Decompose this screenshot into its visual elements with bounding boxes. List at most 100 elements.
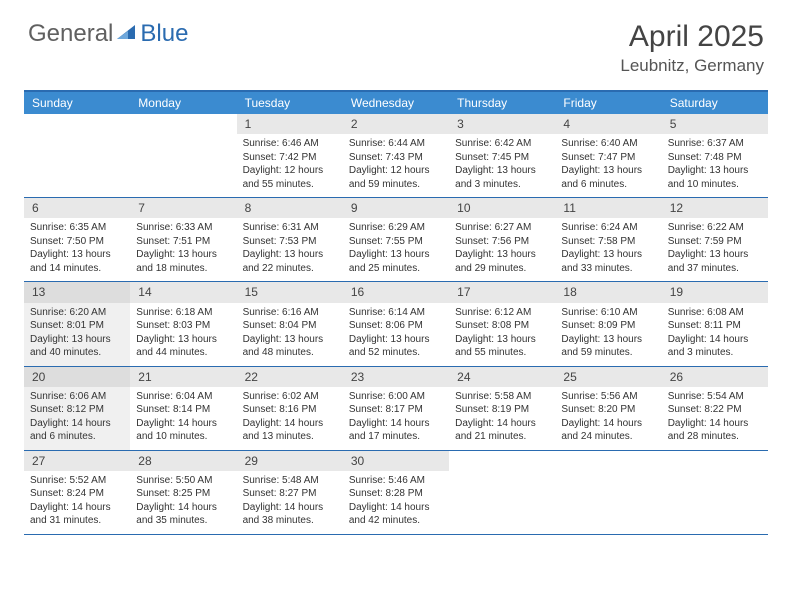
sunrise-text: Sunrise: 6:22 AM xyxy=(668,221,762,235)
weekday-header: Sunday Monday Tuesday Wednesday Thursday… xyxy=(24,92,768,114)
day-number: 9 xyxy=(343,198,449,218)
sunset-text: Sunset: 8:27 PM xyxy=(243,487,337,501)
day-cell-empty xyxy=(130,114,236,197)
sunrise-text: Sunrise: 5:48 AM xyxy=(243,474,337,488)
day-cell: 26Sunrise: 5:54 AMSunset: 8:22 PMDayligh… xyxy=(662,367,768,450)
sunrise-text: Sunrise: 6:14 AM xyxy=(349,306,443,320)
daylight-text: Daylight: 14 hours and 6 minutes. xyxy=(30,417,124,444)
sunrise-text: Sunrise: 6:04 AM xyxy=(136,390,230,404)
day-number: 4 xyxy=(555,114,661,134)
sunset-text: Sunset: 7:51 PM xyxy=(136,235,230,249)
day-number: 8 xyxy=(237,198,343,218)
day-cell: 29Sunrise: 5:48 AMSunset: 8:27 PMDayligh… xyxy=(237,451,343,534)
daylight-text: Daylight: 13 hours and 14 minutes. xyxy=(30,248,124,275)
sunrise-text: Sunrise: 6:31 AM xyxy=(243,221,337,235)
calendar: Sunday Monday Tuesday Wednesday Thursday… xyxy=(24,90,768,535)
day-cell-empty xyxy=(449,451,555,534)
day-cell: 11Sunrise: 6:24 AMSunset: 7:58 PMDayligh… xyxy=(555,198,661,281)
title-block: April 2025 Leubnitz, Germany xyxy=(620,20,764,76)
sunrise-text: Sunrise: 6:20 AM xyxy=(30,306,124,320)
weekday-label: Monday xyxy=(130,92,236,114)
sunset-text: Sunset: 8:22 PM xyxy=(668,403,762,417)
sunset-text: Sunset: 7:50 PM xyxy=(30,235,124,249)
day-number: 26 xyxy=(662,367,768,387)
sunset-text: Sunset: 8:04 PM xyxy=(243,319,337,333)
day-cell: 9 Sunrise: 6:29 AMSunset: 7:55 PMDaylight… xyxy=(343,198,449,281)
sunset-text: Sunset: 8:01 PM xyxy=(30,319,124,333)
daylight-text: Daylight: 14 hours and 21 minutes. xyxy=(455,417,549,444)
triangle-icon xyxy=(117,20,137,48)
day-number: 15 xyxy=(237,282,343,302)
daylight-text: Daylight: 13 hours and 40 minutes. xyxy=(30,333,124,360)
daylight-text: Daylight: 14 hours and 24 minutes. xyxy=(561,417,655,444)
day-cell: 7Sunrise: 6:33 AMSunset: 7:51 PMDaylight… xyxy=(130,198,236,281)
daylight-text: Daylight: 14 hours and 42 minutes. xyxy=(349,501,443,528)
day-cell: 1Sunrise: 6:46 AMSunset: 7:42 PMDaylight… xyxy=(237,114,343,197)
sunrise-text: Sunrise: 6:16 AM xyxy=(243,306,337,320)
sunset-text: Sunset: 7:55 PM xyxy=(349,235,443,249)
day-cell: 15 Sunrise: 6:16 AMSunset: 8:04 PMDayligh… xyxy=(237,282,343,365)
sunrise-text: Sunrise: 6:46 AM xyxy=(243,137,337,151)
day-cell: 6Sunrise: 6:35 AMSunset: 7:50 PMDaylight… xyxy=(24,198,130,281)
week-row: 6Sunrise: 6:35 AMSunset: 7:50 PMDaylight… xyxy=(24,198,768,282)
sunset-text: Sunset: 8:06 PM xyxy=(349,319,443,333)
day-number: 24 xyxy=(449,367,555,387)
sunrise-text: Sunrise: 6:18 AM xyxy=(136,306,230,320)
sunrise-text: Sunrise: 5:46 AM xyxy=(349,474,443,488)
sunset-text: Sunset: 8:28 PM xyxy=(349,487,443,501)
day-number: 5 xyxy=(662,114,768,134)
daylight-text: Daylight: 14 hours and 3 minutes. xyxy=(668,333,762,360)
sunset-text: Sunset: 8:16 PM xyxy=(243,403,337,417)
sunrise-text: Sunrise: 5:50 AM xyxy=(136,474,230,488)
sunset-text: Sunset: 8:09 PM xyxy=(561,319,655,333)
page-title: April 2025 xyxy=(620,20,764,54)
weekday-label: Thursday xyxy=(449,92,555,114)
day-cell-empty xyxy=(24,114,130,197)
daylight-text: Daylight: 13 hours and 37 minutes. xyxy=(668,248,762,275)
sunset-text: Sunset: 7:56 PM xyxy=(455,235,549,249)
day-cell: 27Sunrise: 5:52 AMSunset: 8:24 PMDayligh… xyxy=(24,451,130,534)
day-number: 13 xyxy=(24,282,130,302)
day-cell: 19Sunrise: 6:08 AMSunset: 8:11 PMDayligh… xyxy=(662,282,768,365)
day-number: 23 xyxy=(343,367,449,387)
sunrise-text: Sunrise: 6:10 AM xyxy=(561,306,655,320)
sunset-text: Sunset: 7:45 PM xyxy=(455,151,549,165)
sunrise-text: Sunrise: 6:27 AM xyxy=(455,221,549,235)
sunset-text: Sunset: 8:24 PM xyxy=(30,487,124,501)
sunset-text: Sunset: 7:43 PM xyxy=(349,151,443,165)
day-number: 6 xyxy=(24,198,130,218)
daylight-text: Daylight: 13 hours and 3 minutes. xyxy=(455,164,549,191)
day-cell: 12Sunrise: 6:22 AMSunset: 7:59 PMDayligh… xyxy=(662,198,768,281)
logo-text-blue: Blue xyxy=(140,20,188,48)
daylight-text: Daylight: 12 hours and 55 minutes. xyxy=(243,164,337,191)
day-number: 21 xyxy=(130,367,236,387)
sunrise-text: Sunrise: 6:08 AM xyxy=(668,306,762,320)
sunrise-text: Sunrise: 6:00 AM xyxy=(349,390,443,404)
daylight-text: Daylight: 14 hours and 35 minutes. xyxy=(136,501,230,528)
day-number: 17 xyxy=(449,282,555,302)
daylight-text: Daylight: 13 hours and 48 minutes. xyxy=(243,333,337,360)
daylight-text: Daylight: 13 hours and 29 minutes. xyxy=(455,248,549,275)
day-cell: 4Sunrise: 6:40 AMSunset: 7:47 PMDaylight… xyxy=(555,114,661,197)
sunset-text: Sunset: 8:25 PM xyxy=(136,487,230,501)
daylight-text: Daylight: 13 hours and 25 minutes. xyxy=(349,248,443,275)
sunset-text: Sunset: 8:11 PM xyxy=(668,319,762,333)
weekday-label: Tuesday xyxy=(237,92,343,114)
header: General Blue April 2025 Leubnitz, German… xyxy=(0,0,792,84)
daylight-text: Daylight: 13 hours and 44 minutes. xyxy=(136,333,230,360)
day-cell: 24Sunrise: 5:58 AMSunset: 8:19 PMDayligh… xyxy=(449,367,555,450)
day-number: 25 xyxy=(555,367,661,387)
day-cell: 14Sunrise: 6:18 AMSunset: 8:03 PMDayligh… xyxy=(130,282,236,365)
day-cell: 17Sunrise: 6:12 AMSunset: 8:08 PMDayligh… xyxy=(449,282,555,365)
daylight-text: Daylight: 14 hours and 38 minutes. xyxy=(243,501,337,528)
day-cell: 23Sunrise: 6:00 AMSunset: 8:17 PMDayligh… xyxy=(343,367,449,450)
day-cell: 5Sunrise: 6:37 AMSunset: 7:48 PMDaylight… xyxy=(662,114,768,197)
sunrise-text: Sunrise: 6:40 AM xyxy=(561,137,655,151)
sunrise-text: Sunrise: 5:58 AM xyxy=(455,390,549,404)
day-number: 7 xyxy=(130,198,236,218)
daylight-text: Daylight: 14 hours and 31 minutes. xyxy=(30,501,124,528)
daylight-text: Daylight: 14 hours and 28 minutes. xyxy=(668,417,762,444)
sunrise-text: Sunrise: 6:29 AM xyxy=(349,221,443,235)
sunset-text: Sunset: 8:17 PM xyxy=(349,403,443,417)
sunset-text: Sunset: 8:03 PM xyxy=(136,319,230,333)
